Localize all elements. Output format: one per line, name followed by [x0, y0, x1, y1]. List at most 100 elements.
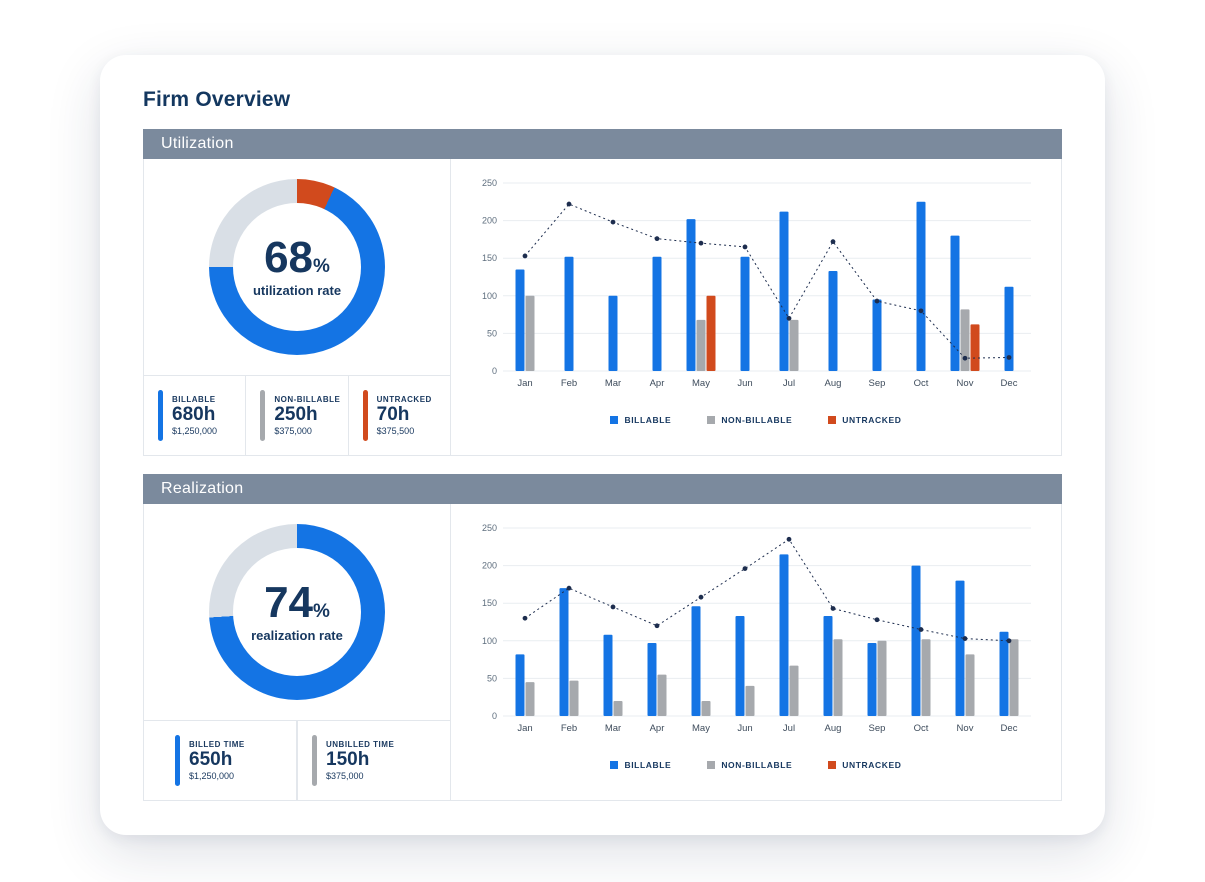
utilization-section-title: Utilization — [161, 135, 234, 152]
svg-text:Feb: Feb — [561, 378, 577, 389]
realization-row: 74% realization rate BILLED TIME 650h $1… — [143, 504, 1062, 801]
utilization-section-header: Utilization — [143, 129, 1062, 159]
stat-unbilled-time: UNBILLED TIME 150h $375,000 — [297, 721, 433, 800]
svg-text:150: 150 — [482, 598, 497, 608]
svg-text:Apr: Apr — [650, 723, 665, 734]
realization-section-title: Realization — [161, 480, 244, 497]
stat-billable-text: BILLABLE 680h $1,250,000 — [172, 388, 217, 443]
stat-billable-amount: $1,250,000 — [172, 426, 218, 437]
stat-unbilled-time-amount: $375,000 — [326, 771, 364, 782]
realization-stats-row: BILLED TIME 650h $1,250,000 UNBILLED TIM… — [144, 720, 450, 800]
realization-donut-panel: 74% realization rate BILLED TIME 650h $1… — [144, 504, 451, 800]
legend-item-untracked: UNTRACKED — [828, 415, 901, 425]
stat-unbilled-time-hours: 150h — [326, 748, 370, 770]
utilization-chart-panel: 0 50 100 150 200 250 Jan Feb Mar Apr May Jun Jul Aug S… — [451, 159, 1061, 455]
legend-item-billable: BILLABLE — [610, 415, 671, 425]
realization-donut-chart: 74% realization rate — [209, 524, 385, 700]
stat-non-billable-text: NON-BILLABLE 250h $375,000 — [274, 388, 340, 443]
billable-legend-swatch — [610, 761, 619, 769]
untracked-legend-label: UNTRACKED — [842, 760, 902, 770]
unbilled-time-color-bar — [312, 735, 317, 786]
utilization-donut-center: 68% utilization rate — [209, 179, 385, 355]
billable-legend-label: BILLABLE — [624, 415, 672, 425]
legend-item-non-billable: NON-BILLABLE — [707, 415, 792, 425]
svg-text:Jun: Jun — [737, 378, 752, 389]
svg-text:Oct: Oct — [914, 378, 929, 389]
svg-text:50: 50 — [487, 328, 497, 338]
svg-text:100: 100 — [482, 291, 497, 301]
utilization-donut-panel: 68% utilization rate BILLABLE 680h $1,25… — [144, 159, 451, 455]
untracked-legend-label: UNTRACKED — [842, 415, 902, 425]
non-billable-color-bar — [260, 390, 266, 441]
realization-rate-value: 74% — [264, 578, 330, 627]
svg-text:Sep: Sep — [869, 378, 886, 389]
stat-untracked: UNTRACKED 70h $375,500 — [349, 376, 450, 455]
realization-section-header: Realization — [143, 474, 1062, 504]
svg-text:250: 250 — [482, 178, 497, 188]
realization-chart-legend: BILLABLE NON-BILLABLE UNTRACKED — [473, 760, 1039, 770]
legend-item-billable: BILLABLE — [610, 760, 671, 770]
stat-billed-time-text: BILLED TIME 650h $1,250,000 — [189, 733, 245, 788]
svg-text:Jan: Jan — [517, 378, 532, 389]
page-title: Firm Overview — [143, 88, 291, 111]
realization-donut-center: 74% realization rate — [209, 524, 385, 700]
billed-time-color-bar — [175, 735, 180, 786]
realization-chart-panel: 0 50 100 150 200 250 Jan Feb Mar Apr May Jun Jul Aug S… — [451, 504, 1061, 800]
realization-donut-area: 74% realization rate — [144, 504, 450, 720]
stat-unbilled-time-label: UNBILLED TIME — [326, 739, 395, 749]
stat-billed-time-amount: $1,250,000 — [189, 771, 235, 782]
stat-billable-label: BILLABLE — [172, 394, 216, 404]
stat-billable-hours: 680h — [172, 403, 216, 425]
billable-legend-label: BILLABLE — [624, 760, 672, 770]
stat-non-billable-hours: 250h — [274, 403, 318, 425]
utilization-bar-chart: 0 50 100 150 200 250 Jan Feb Mar Apr May Jun Jul Aug S… — [482, 178, 1031, 389]
realization-rate-label: realization rate — [251, 628, 343, 643]
svg-text:Mar: Mar — [605, 378, 621, 389]
non-billable-legend-label: NON-BILLABLE — [721, 760, 793, 770]
utilization-donut-chart: 68% utilization rate — [209, 179, 385, 355]
svg-text:Sep: Sep — [869, 723, 886, 734]
svg-text:Apr: Apr — [650, 378, 665, 389]
svg-text:Jul: Jul — [783, 723, 795, 734]
svg-text:Mar: Mar — [605, 723, 621, 734]
stat-billed-time-hours: 650h — [189, 748, 233, 770]
non-billable-legend-label: NON-BILLABLE — [721, 415, 793, 425]
svg-text:Oct: Oct — [914, 723, 929, 734]
svg-text:Aug: Aug — [825, 378, 842, 389]
svg-text:0: 0 — [492, 711, 497, 721]
stat-untracked-amount: $375,500 — [376, 426, 415, 437]
non-billable-legend-swatch — [707, 761, 716, 769]
svg-text:Feb: Feb — [561, 723, 577, 734]
stat-untracked-hours: 70h — [376, 403, 410, 425]
non-billable-legend-swatch — [707, 416, 716, 424]
svg-text:Aug: Aug — [825, 723, 842, 734]
utilization-chart-legend: BILLABLE NON-BILLABLE UNTRACKED — [473, 415, 1039, 425]
realization-bar-chart: 0 50 100 150 200 250 Jan Feb Mar Apr May Jun Jul Aug S… — [482, 523, 1031, 734]
realization-donut-hole — [233, 548, 361, 676]
utilization-stats-row: BILLABLE 680h $1,250,000 NON-BILLABLE 25… — [144, 375, 450, 455]
svg-text:Nov: Nov — [957, 378, 974, 389]
realization-section: Realization 74% realization rate — [143, 474, 1062, 801]
stat-non-billable-amount: $375,000 — [274, 426, 312, 437]
untracked-legend-swatch — [828, 416, 837, 424]
stat-untracked-label: UNTRACKED — [376, 394, 432, 404]
svg-text:May: May — [692, 378, 710, 389]
billable-color-bar — [158, 390, 163, 441]
svg-text:200: 200 — [482, 216, 497, 226]
stat-unbilled-time-text: UNBILLED TIME 150h $375,000 — [326, 733, 394, 788]
stat-billed-time-label: BILLED TIME — [189, 739, 245, 749]
utilization-row: 68% utilization rate BILLABLE 680h $1,25… — [143, 159, 1062, 456]
untracked-color-bar — [362, 390, 368, 441]
stat-non-billable: NON-BILLABLE 250h $375,000 — [246, 376, 349, 455]
svg-text:Jun: Jun — [737, 723, 752, 734]
legend-item-untracked: UNTRACKED — [828, 760, 901, 770]
stat-untracked-text: UNTRACKED 70h $375,500 — [377, 388, 432, 443]
svg-text:250: 250 — [482, 523, 497, 533]
svg-text:200: 200 — [482, 561, 497, 571]
svg-text:Dec: Dec — [1001, 378, 1018, 389]
svg-text:50: 50 — [487, 673, 497, 683]
svg-text:Dec: Dec — [1001, 723, 1018, 734]
svg-text:Nov: Nov — [957, 723, 974, 734]
legend-item-non-billable: NON-BILLABLE — [707, 760, 792, 770]
